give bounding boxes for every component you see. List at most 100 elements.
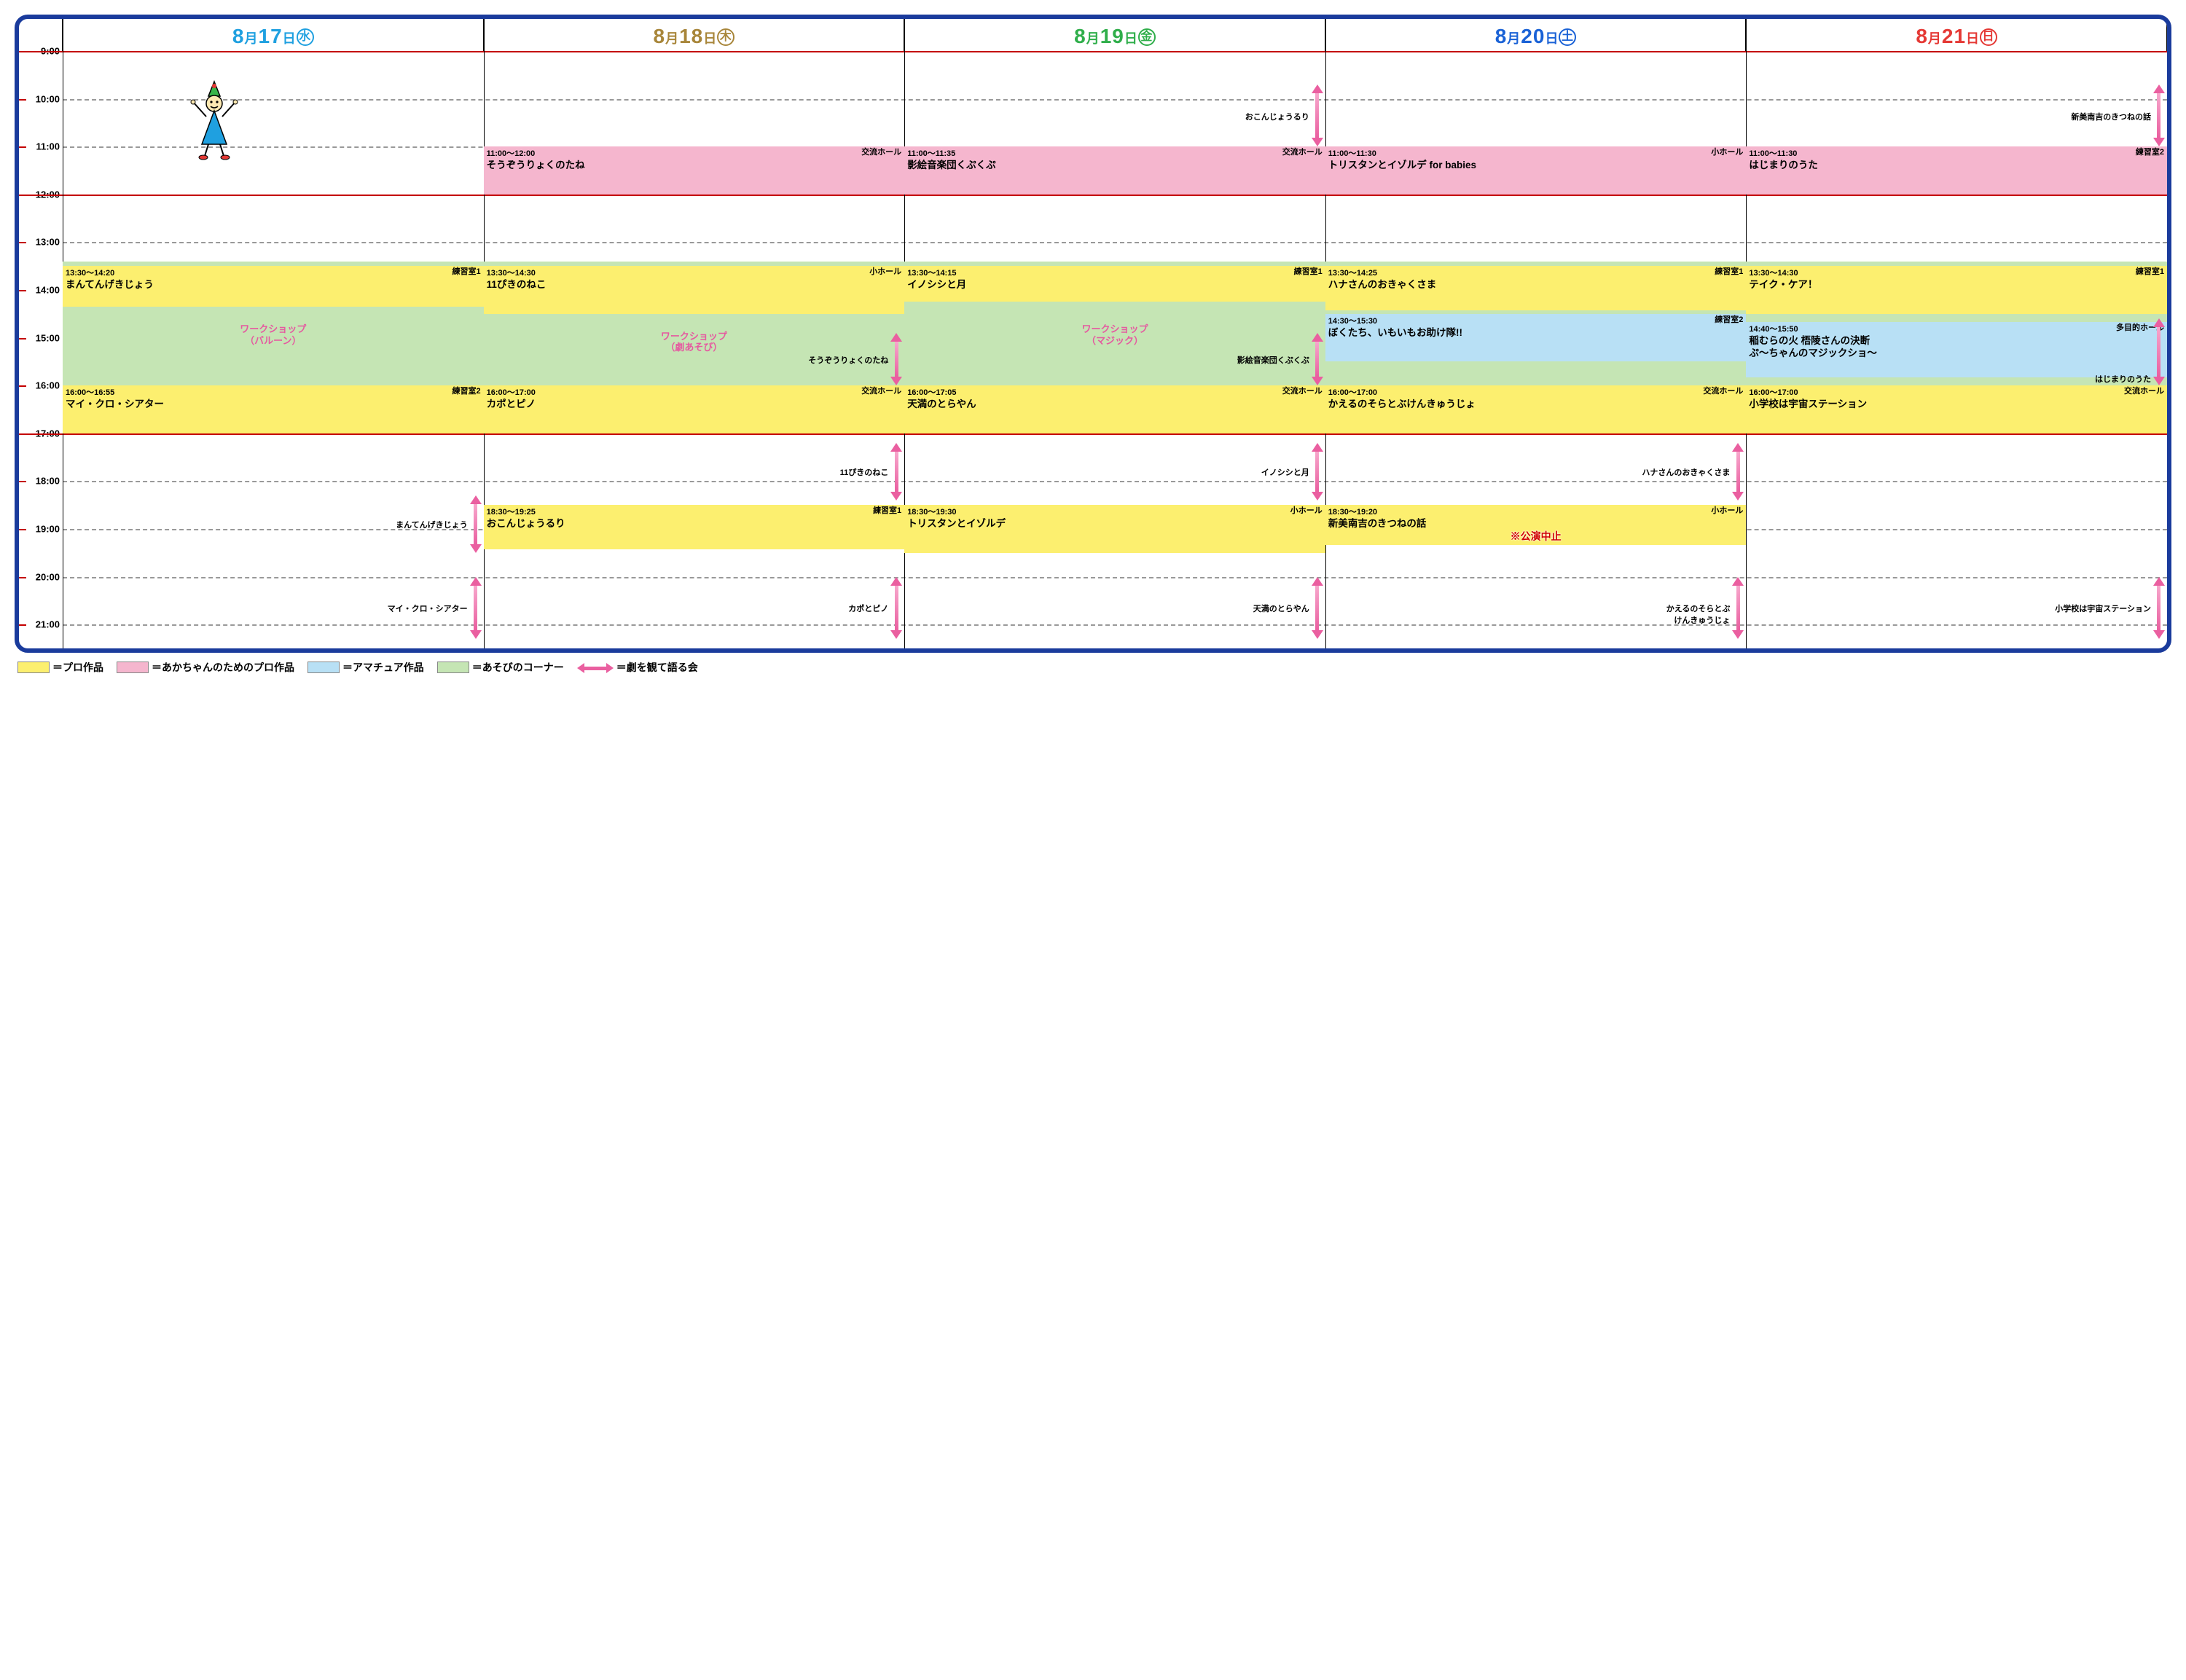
day-header: 8月19日金 bbox=[904, 19, 1325, 51]
event-note: ※公演中止 bbox=[1328, 530, 1744, 543]
event-block: 14:40～15:50多目的ホール稲むらの火 梧陵さんの決断ぷ～ちゃんのマジック… bbox=[1746, 322, 2167, 377]
event-time: 13:30～14:30 bbox=[487, 269, 536, 278]
talk-session-label: 11ぴきのねこ bbox=[840, 466, 889, 478]
event-block: 18:30～19:20小ホール新美南吉のきつねの話※公演中止 bbox=[1325, 505, 1747, 544]
hour-label: 20:00 bbox=[36, 571, 60, 582]
event-title: トリスタンとイゾルデ bbox=[907, 518, 1323, 530]
event-block: 16:00～17:00交流ホール小学校は宇宙ステーション bbox=[1746, 385, 2167, 433]
hour-label: 18:00 bbox=[36, 476, 60, 487]
legend-text: ＝アマチュア作品 bbox=[342, 662, 424, 673]
talk-session-label: 小学校は宇宙ステーション bbox=[2055, 602, 2151, 614]
event-title: 天満のとらやん bbox=[907, 399, 1323, 411]
talk-session-arrow bbox=[891, 443, 901, 501]
event-time: 18:30～19:25 bbox=[487, 508, 536, 517]
events-layer: ワークショップ（バルーン）ワークショップ（劇あそび）ワークショップ（マジック）1… bbox=[63, 51, 2167, 648]
event-block: 18:30～19:25練習室1おこんじょうるり bbox=[484, 505, 905, 549]
legend-swatch bbox=[117, 662, 149, 673]
day-suffix: 日 bbox=[1124, 31, 1138, 46]
day: 17 bbox=[259, 25, 283, 47]
event-title: おこんじょうるり bbox=[487, 518, 902, 530]
month: 8 bbox=[1495, 25, 1508, 47]
event-time: 13:30～14:25 bbox=[1328, 269, 1377, 278]
mascot-icon bbox=[189, 80, 240, 164]
event-title: ハナさんのおきゃくさま bbox=[1328, 279, 1744, 291]
legend-item: ＝劇を観て語る会 bbox=[577, 660, 698, 675]
event-time: 14:30～15:30 bbox=[1328, 317, 1377, 326]
month-suffix: 月 bbox=[1928, 31, 1942, 46]
month-suffix: 月 bbox=[1086, 31, 1100, 46]
legend-item: ＝プロ作品 bbox=[17, 660, 103, 675]
event-block: 11:00～11:35交流ホール影絵音楽団くぷくぷ bbox=[904, 146, 1325, 195]
event-block: 16:00～17:00交流ホールカポとピノ bbox=[484, 385, 905, 433]
legend-swatch bbox=[307, 662, 340, 673]
talk-session-label: カポとピノ bbox=[848, 602, 888, 614]
event-title: イノシシと月 bbox=[907, 279, 1323, 291]
day-of-week: 水 bbox=[297, 28, 314, 46]
month-suffix: 月 bbox=[1507, 31, 1521, 46]
event-location: 練習室2 bbox=[1715, 315, 1743, 326]
event-location: 小ホール bbox=[1711, 148, 1743, 158]
event-title: カポとピノ bbox=[487, 399, 902, 411]
day-suffix: 日 bbox=[703, 31, 717, 46]
event-time: 11:00～12:00 bbox=[487, 149, 536, 158]
day-header: 8月20日土 bbox=[1325, 19, 1747, 51]
event-title: はじまりのうた bbox=[1749, 160, 2164, 172]
schedule-grid: 8月17日水8月18日木8月19日金8月20日土8月21日日 9:0010:00… bbox=[19, 19, 2167, 648]
talk-session-label: イノシシと月 bbox=[1261, 466, 1309, 478]
hour-label: 11:00 bbox=[36, 141, 60, 152]
event-location: 交流ホール bbox=[1282, 148, 1323, 158]
day-of-week: 木 bbox=[717, 28, 734, 46]
time-labels: 9:0010:0011:0012:0013:0014:0015:0016:001… bbox=[19, 51, 63, 648]
hour-label: 14:00 bbox=[36, 285, 60, 296]
event-title: テイク・ケア！ bbox=[1749, 279, 2164, 291]
event-location: 小ホール bbox=[1290, 506, 1323, 517]
talk-session-arrow bbox=[891, 333, 901, 385]
day-of-week: 土 bbox=[1559, 28, 1576, 46]
event-time: 16:00～17:00 bbox=[1328, 388, 1377, 397]
talk-session-arrow bbox=[1312, 577, 1323, 639]
event-time: 18:30～19:20 bbox=[1328, 508, 1377, 517]
month: 8 bbox=[654, 25, 666, 47]
day-suffix: 日 bbox=[283, 31, 297, 46]
talk-session-label: そうぞうりょくのたね bbox=[808, 354, 888, 366]
day: 19 bbox=[1100, 25, 1124, 47]
event-time: 11:00～11:30 bbox=[1749, 149, 1797, 158]
event-location: 交流ホール bbox=[1282, 387, 1323, 397]
event-title: トリスタンとイゾルデ for babies bbox=[1328, 160, 1744, 172]
talk-session-arrow bbox=[1312, 443, 1323, 501]
day-suffix: 日 bbox=[1545, 31, 1559, 46]
talk-session-arrow bbox=[471, 495, 481, 553]
legend-item: ＝アマチュア作品 bbox=[307, 660, 424, 675]
event-title: 新美南吉のきつねの話 bbox=[1328, 518, 1744, 530]
event-location: 練習室2 bbox=[452, 387, 480, 397]
hour-label: 12:00 bbox=[36, 189, 60, 200]
talk-session-label: 影絵音楽団くぷくぷ bbox=[1237, 354, 1309, 366]
day-of-week: 金 bbox=[1138, 28, 1156, 46]
event-time: 11:00～11:30 bbox=[1328, 149, 1376, 158]
hour-label: 9:00 bbox=[41, 46, 60, 57]
hour-label: 10:00 bbox=[36, 93, 60, 104]
day: 20 bbox=[1521, 25, 1545, 47]
day: 18 bbox=[679, 25, 703, 47]
schedule-container: 8月17日水8月18日木8月19日金8月20日土8月21日日 9:0010:00… bbox=[15, 15, 2171, 653]
hour-label: 19:00 bbox=[36, 524, 60, 535]
legend-text: ＝あそびのコーナー bbox=[472, 662, 564, 673]
event-title: 影絵音楽団くぷくぷ bbox=[907, 160, 1323, 172]
day: 21 bbox=[1942, 25, 1966, 47]
event-title: そうぞうりょくのたね bbox=[487, 160, 902, 172]
talk-session-arrow bbox=[2154, 85, 2164, 146]
hour-label: 15:00 bbox=[36, 332, 60, 343]
legend-text: ＝劇を観て語る会 bbox=[616, 662, 698, 673]
talk-session-label: 天満のとらやん bbox=[1253, 602, 1309, 614]
event-block: 13:30～14:25練習室1ハナさんのおきゃくさま bbox=[1325, 266, 1747, 310]
event-title: 小学校は宇宙ステーション bbox=[1749, 399, 2164, 411]
event-block: 13:30～14:30練習室1テイク・ケア！ bbox=[1746, 266, 2167, 314]
event-title: マイ・クロ・シアター bbox=[66, 399, 481, 411]
legend-arrow-icon bbox=[577, 663, 614, 673]
event-location: 交流ホール bbox=[2124, 387, 2164, 397]
hour-label: 13:00 bbox=[36, 237, 60, 248]
event-block: 18:30～19:30小ホールトリスタンとイゾルデ bbox=[904, 505, 1325, 553]
legend-item: ＝あかちゃんのためのプロ作品 bbox=[117, 660, 294, 675]
month: 8 bbox=[1916, 25, 1928, 47]
legend-text: ＝プロ作品 bbox=[52, 662, 103, 673]
